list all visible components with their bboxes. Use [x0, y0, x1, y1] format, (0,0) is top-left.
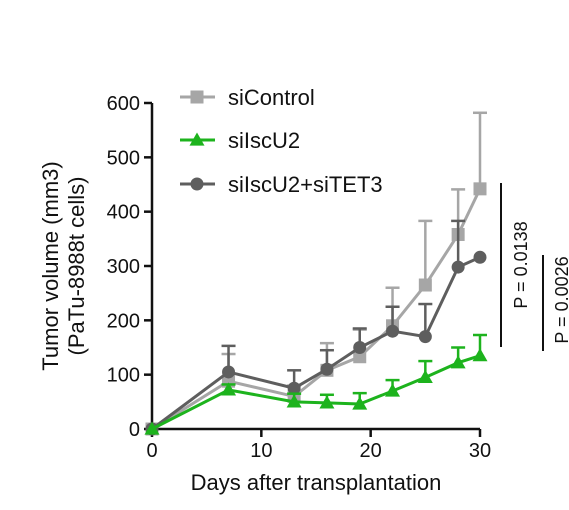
- y-tick-label: 400: [107, 202, 140, 224]
- data-point: [320, 362, 334, 376]
- legend-label: siIscU2+siTET3: [228, 172, 383, 197]
- data-point: [385, 383, 401, 397]
- x-tick-label: 20: [360, 440, 382, 462]
- y-tick-label: 0: [129, 419, 140, 441]
- y-tick-label: 200: [107, 310, 140, 332]
- x-tick-label: 30: [469, 440, 491, 462]
- legend-label: siIscU2: [228, 128, 300, 153]
- y-ticks: 0 100 200 300 400 500 600: [107, 93, 152, 441]
- data-point: [352, 396, 368, 410]
- series-siIscU2+siTET3: [145, 219, 487, 436]
- data-point: [473, 182, 487, 196]
- data-point: [222, 365, 236, 379]
- legend-marker: [190, 177, 204, 191]
- x-tick-label: 10: [250, 440, 272, 462]
- data-point: [144, 421, 160, 435]
- series-siIscU2: [144, 333, 488, 435]
- data-point: [472, 348, 488, 362]
- data-point: [287, 381, 301, 395]
- p-value-2: P = 0.0026: [552, 256, 569, 343]
- legend-marker: [189, 132, 205, 146]
- x-ticks: 0 10 20 30: [146, 429, 491, 462]
- data-point: [353, 341, 367, 354]
- y-tick-label: 100: [107, 365, 140, 387]
- data-point: [286, 394, 302, 408]
- data-point: [353, 350, 367, 364]
- data-point: [450, 355, 466, 369]
- x-axis-title: Days after transplantation: [191, 470, 442, 495]
- data-point: [386, 324, 400, 338]
- data-point: [418, 330, 432, 344]
- data-point: [473, 250, 487, 264]
- y-axis-title-line1: Tumor volume (mm3): [38, 161, 63, 370]
- p-value-1: P = 0.0138: [511, 221, 531, 308]
- x-tick-label: 0: [146, 440, 157, 462]
- y-tick-label: 300: [107, 256, 140, 278]
- data-point: [319, 395, 335, 409]
- series-siControl: [145, 111, 487, 436]
- legend-marker: [190, 90, 204, 104]
- y-axis-title-line2: (PaTu-8988t cells): [64, 177, 89, 356]
- y-tick-label: 500: [107, 147, 140, 169]
- data-point: [417, 369, 433, 384]
- legend: siControl siIscU2 siIscU2+siTET3: [180, 85, 383, 197]
- data-point: [451, 260, 465, 274]
- legend-label: siControl: [228, 85, 315, 110]
- data-point: [418, 278, 432, 292]
- data-point: [221, 382, 237, 396]
- series-layer: [144, 111, 488, 436]
- y-tick-label: 600: [107, 93, 140, 115]
